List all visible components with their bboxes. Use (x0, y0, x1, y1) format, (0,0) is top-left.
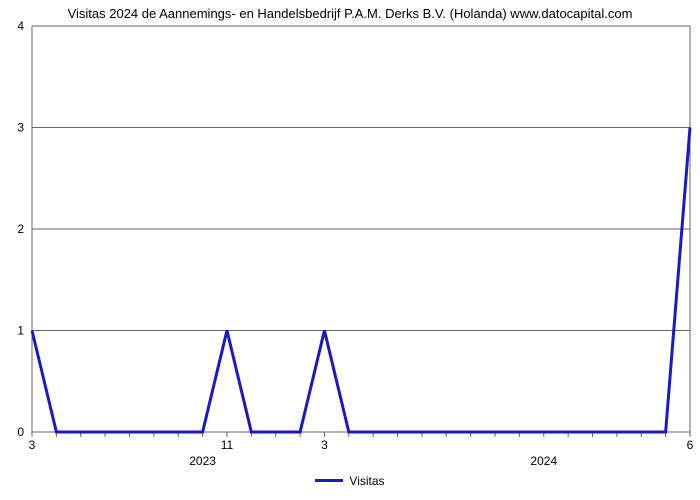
svg-text:2: 2 (17, 222, 24, 236)
svg-text:3: 3 (321, 438, 328, 452)
svg-text:3: 3 (29, 438, 36, 452)
svg-text:11: 11 (221, 438, 234, 452)
svg-text:2024: 2024 (530, 454, 557, 468)
chart-container: Visitas 2024 de Aannemings- en Handelsbe… (0, 0, 700, 500)
svg-text:0: 0 (17, 425, 24, 439)
svg-text:3: 3 (17, 121, 24, 135)
chart-plot: 0 1 2 3 4 3 11 3 6 2023 2024 (0, 0, 700, 475)
svg-text:6: 6 (687, 438, 694, 452)
svg-text:1: 1 (17, 324, 24, 338)
svg-text:2023: 2023 (189, 454, 216, 468)
legend-label: Visitas (349, 474, 384, 488)
legend: Visitas (0, 473, 700, 488)
svg-text:4: 4 (17, 19, 24, 33)
legend-swatch (315, 479, 343, 482)
